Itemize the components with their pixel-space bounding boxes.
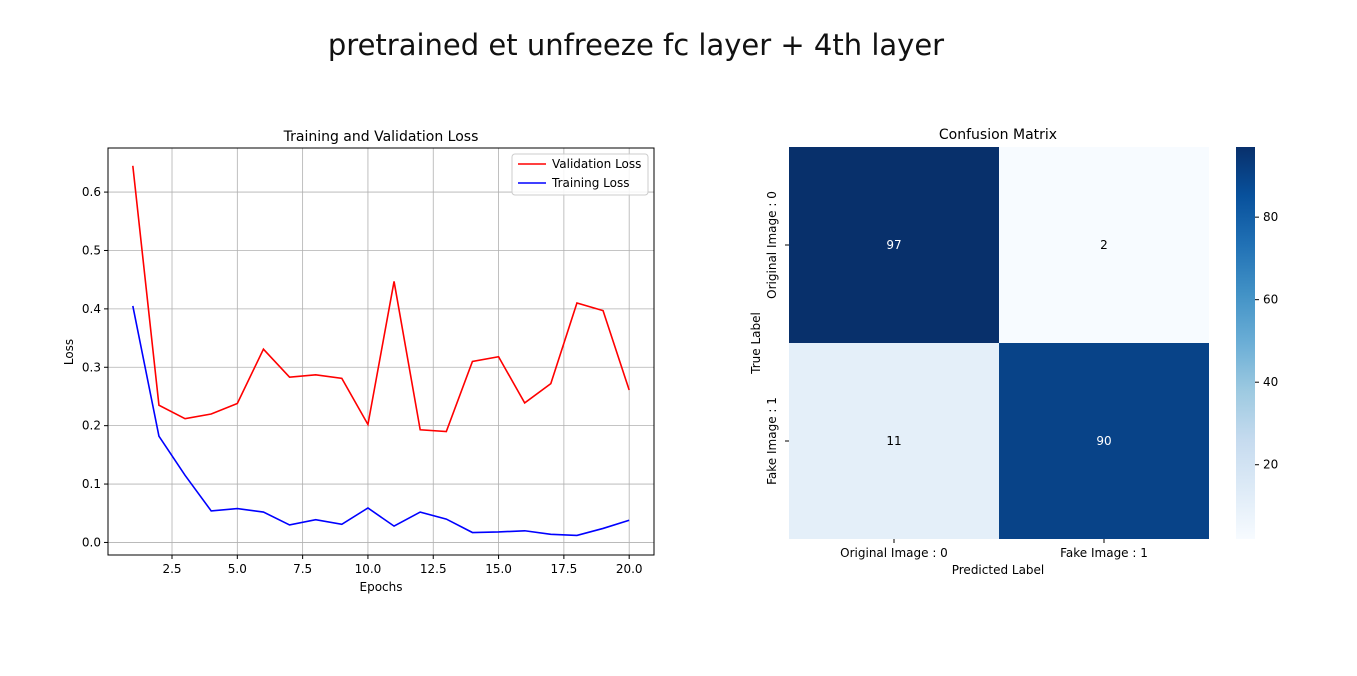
heatmap-cell-value: 97	[886, 238, 901, 252]
page-title: pretrained et unfreeze fc layer + 4th la…	[327, 28, 945, 62]
validation-loss-line	[132, 165, 630, 433]
y-tick-label: 0.5	[82, 243, 101, 257]
y-tick-label: 0.2	[82, 419, 101, 433]
heatmap-cell	[999, 147, 1209, 343]
x-tick-label: 17.5	[551, 562, 578, 576]
loss-chart: Training and Validation Loss 2.5 5.0 7.5 10…	[62, 129, 655, 594]
colorbar-tick-label: 40	[1263, 375, 1278, 389]
loss-chart-title: Training and Validation Loss	[283, 129, 479, 145]
y-tick-label: 0.1	[82, 477, 101, 491]
confusion-matrix-axes: Original Image : 0 Fake Image : 1 Original…	[765, 191, 1148, 560]
legend-label-validation: Validation Loss	[552, 157, 641, 171]
loss-y-axis-label: Loss	[62, 339, 76, 365]
loss-plot-frame	[107, 147, 655, 556]
y-tick-label: 0.3	[82, 360, 101, 374]
loss-lines	[132, 165, 630, 537]
heatmap-cell-value: 2	[1100, 238, 1108, 252]
heatmap-cell	[789, 147, 999, 343]
training-loss-line	[132, 305, 630, 537]
x-tick-label: 7.5	[293, 562, 312, 576]
y-tick-label: 0.0	[82, 535, 101, 549]
heatmap-cell	[789, 343, 999, 539]
colorbar	[1236, 147, 1255, 539]
loss-x-axis: 2.5 5.0 7.5 10.0 12.5 15.0 17.5 20.0	[162, 555, 643, 576]
legend-label-training: Training Loss	[551, 176, 629, 190]
cm-y-tick-label: Fake Image : 1	[765, 397, 779, 485]
cm-x-tick-label: Original Image : 0	[840, 546, 948, 560]
loss-x-axis-label: Epochs	[360, 580, 403, 594]
confusion-matrix-x-label: Predicted Label	[952, 563, 1045, 577]
colorbar-tick-label: 80	[1263, 210, 1278, 224]
colorbar-tick-label: 20	[1263, 458, 1278, 472]
loss-legend: Validation Loss Training Loss	[511, 153, 649, 196]
confusion-matrix-cells: 97 2 11 90	[789, 147, 1209, 539]
x-tick-label: 2.5	[162, 562, 181, 576]
x-tick-label: 5.0	[228, 562, 247, 576]
heatmap-cell-value: 90	[1096, 434, 1111, 448]
confusion-matrix-chart: Confusion Matrix 97 2 11 90 Original Image …	[749, 127, 1278, 577]
y-tick-label: 0.4	[82, 302, 101, 316]
x-tick-label: 10.0	[355, 562, 382, 576]
loss-y-axis: 0.0 0.1 0.2 0.3 0.4 0.5 0.6	[82, 185, 108, 549]
heatmap-cell	[999, 343, 1209, 539]
cm-y-tick-label: Original Image : 0	[765, 191, 779, 299]
x-tick-label: 15.0	[485, 562, 512, 576]
x-tick-label: 12.5	[420, 562, 447, 576]
x-tick-label: 20.0	[616, 562, 643, 576]
cm-x-tick-label: Fake Image : 1	[1060, 546, 1148, 560]
heatmap-cell-value: 11	[886, 434, 901, 448]
loss-grid	[108, 148, 654, 555]
colorbar-tick-label: 60	[1263, 293, 1278, 307]
y-tick-label: 0.6	[82, 185, 101, 199]
confusion-matrix-title: Confusion Matrix	[939, 127, 1057, 143]
colorbar-ticks: 20 40 60 80	[1255, 210, 1278, 472]
confusion-matrix-y-label: True Label	[749, 312, 763, 375]
